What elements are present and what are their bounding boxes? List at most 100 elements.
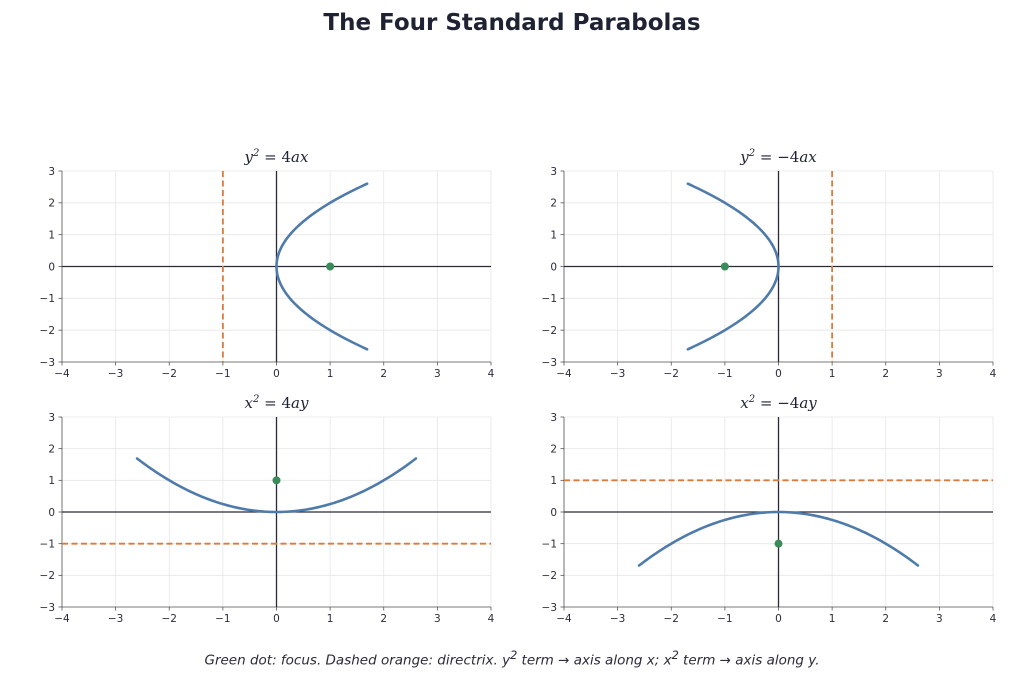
x-tick-label: 0	[273, 613, 280, 625]
y-tick-label: 2	[550, 198, 557, 210]
x-tick-label: −2	[664, 613, 679, 625]
focus-point	[720, 262, 729, 271]
panel-title-coefficient: 4	[790, 394, 800, 412]
x-tick-label: −1	[215, 368, 230, 380]
y-tick-label: 3	[550, 412, 557, 424]
x-tick-label: 4	[488, 613, 495, 625]
y-tick-label: 1	[550, 229, 557, 241]
panel-title-superscript: 2	[252, 148, 259, 159]
panel-title-base: x	[245, 394, 254, 412]
panel-title-base: x	[740, 394, 749, 412]
x-tick-label: 1	[327, 613, 334, 625]
panel-title-variables: ay	[799, 394, 817, 412]
parabola-curve	[275, 182, 369, 351]
y-tick-label: 3	[550, 166, 557, 178]
x-tick-label: 3	[434, 368, 441, 380]
y-tick-label: 2	[48, 198, 55, 210]
parabola-curve	[686, 182, 780, 351]
page-title: The Four Standard Parabolas	[323, 10, 701, 36]
x-tick-label: −1	[215, 613, 230, 625]
panel-title-base: y	[244, 148, 254, 166]
panel-title: y2 = 4ax	[244, 148, 309, 166]
y-tick-label: −3	[542, 357, 557, 369]
y-tick-label: 3	[48, 412, 55, 424]
y-tick-label: 0	[550, 507, 557, 519]
x-tick-label: 4	[990, 368, 997, 380]
y-tick-label: −3	[40, 357, 55, 369]
panel-title-superscript: 2	[252, 394, 259, 405]
x-tick-label: 0	[775, 613, 782, 625]
parabola-curve	[637, 510, 920, 567]
x-tick-label: 1	[327, 368, 334, 380]
x-tick-label: 3	[434, 613, 441, 625]
panel-title-variables: ax	[291, 148, 309, 166]
footnote-superscript-1: 2	[510, 649, 518, 662]
x-tick-label: 2	[380, 613, 387, 625]
panel-title: x2 = 4ay	[245, 394, 309, 412]
footnote-text-2: term → axis along x; x	[517, 652, 672, 669]
panel-title-minus: −	[777, 148, 790, 166]
y-tick-label: 0	[48, 261, 55, 273]
y-tick-label: 2	[550, 443, 557, 455]
x-tick-label: 1	[829, 613, 836, 625]
y-tick-label: 2	[48, 443, 55, 455]
y-tick-label: 1	[550, 475, 557, 487]
panel-title-coefficient: 4	[281, 394, 291, 412]
x-tick-label: −3	[108, 368, 123, 380]
panel-title-coefficient: 4	[790, 148, 800, 166]
y-tick-label: −2	[542, 570, 557, 582]
y-tick-label: −3	[40, 602, 55, 614]
focus-point	[774, 539, 783, 548]
panel-title-coefficient: 4	[282, 148, 292, 166]
footnote: Green dot: focus. Dashed orange: directr…	[0, 649, 1024, 669]
x-tick-label: 2	[882, 368, 889, 380]
y-tick-label: 0	[550, 261, 557, 273]
panel-title-base: y	[739, 148, 749, 166]
x-tick-label: 4	[488, 368, 495, 380]
y-tick-label: 3	[48, 166, 55, 178]
footnote-text-1: Green dot: focus. Dashed orange: directr…	[204, 652, 511, 669]
y-tick-label: −1	[542, 293, 557, 305]
x-tick-label: −3	[610, 368, 625, 380]
panel-title-equals: =	[755, 148, 777, 166]
footnote-text-3: term → axis along y.	[678, 652, 820, 669]
x-tick-label: −2	[162, 368, 177, 380]
x-tick-label: 2	[882, 613, 889, 625]
panel-title: x2 = −4ay	[740, 394, 817, 412]
y-tick-label: −1	[40, 538, 55, 550]
y-tick-label: −1	[40, 293, 55, 305]
x-tick-label: −1	[717, 368, 732, 380]
focus-point	[272, 476, 281, 485]
y-tick-label: −3	[542, 602, 557, 614]
focus-point	[326, 262, 335, 271]
y-tick-label: −2	[542, 325, 557, 337]
panel-title-superscript: 2	[748, 394, 755, 405]
x-tick-label: −3	[610, 613, 625, 625]
x-tick-label: −2	[664, 368, 679, 380]
panel-title: y2 = −4ax	[739, 148, 817, 166]
x-tick-label: −4	[556, 368, 572, 380]
x-tick-label: 0	[775, 368, 782, 380]
x-tick-label: −4	[54, 613, 70, 625]
panel-title-variables: ay	[291, 394, 309, 412]
x-tick-label: 3	[936, 613, 943, 625]
x-tick-label: 2	[380, 368, 387, 380]
footnote-superscript-2: 2	[671, 649, 679, 662]
y-tick-label: −2	[40, 570, 55, 582]
x-tick-label: −4	[54, 368, 70, 380]
y-tick-label: 1	[48, 475, 55, 487]
panel-title-equals: =	[259, 148, 281, 166]
y-tick-label: 0	[48, 507, 55, 519]
x-tick-label: −2	[162, 613, 177, 625]
panel-title-equals: =	[259, 394, 281, 412]
parabola-curve	[135, 457, 418, 514]
panel-title-equals: =	[755, 394, 777, 412]
x-tick-label: 4	[990, 613, 997, 625]
x-tick-label: 0	[273, 368, 280, 380]
y-tick-label: 1	[48, 229, 55, 241]
